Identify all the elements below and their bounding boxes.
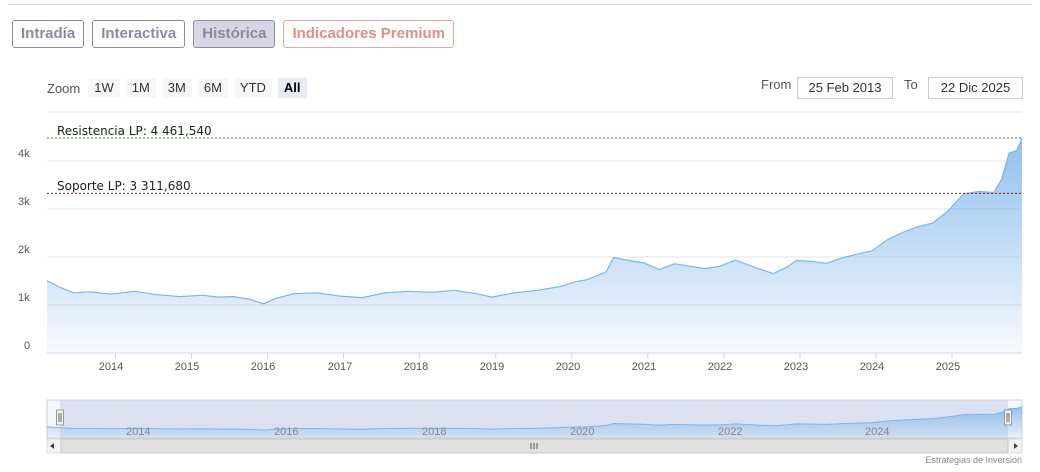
from-label: From: [761, 77, 792, 92]
navigator-area: [47, 406, 1022, 437]
x-tick-label: 2025: [935, 361, 961, 373]
zoom-1m-button[interactable]: 1M: [125, 78, 156, 98]
y-tick-label: 2k: [18, 244, 30, 256]
resistance-label: Resistencia LP: 4 461,540: [57, 124, 212, 138]
x-tick-label: 2014: [98, 361, 124, 373]
chart-mode-tabs: Intradía Interactiva Histórica Indicador…: [12, 20, 454, 48]
navigator-right-handle[interactable]: [1004, 409, 1012, 426]
top-divider: [8, 4, 1032, 5]
x-tick-label: 2019: [479, 361, 505, 373]
zoom-6m-button[interactable]: 6M: [197, 78, 228, 98]
x-tick-label: 2020: [555, 361, 581, 373]
y-tick-label: 1k: [18, 292, 30, 304]
to-date-input[interactable]: 22 Dic 2025: [928, 77, 1023, 99]
navigator-tick-label: 2020: [570, 426, 595, 438]
to-label: To: [904, 77, 918, 92]
navigator-tick-label: 2024: [865, 426, 890, 438]
y-tick-label: 4k: [18, 148, 30, 160]
x-axis-ticks: [114, 353, 953, 359]
support-label: Soporte LP: 3 311,680: [57, 179, 191, 193]
x-tick-label: 2023: [783, 361, 809, 373]
navigator-tick-label: 2022: [718, 426, 743, 438]
zoom-label: Zoom: [47, 80, 81, 96]
zoom-3m-button[interactable]: 3M: [161, 78, 192, 98]
price-series-line: [46, 137, 1023, 305]
navigator-tick-label: 2018: [422, 426, 447, 438]
chart-credit: Estrategias de Inversión: [925, 455, 1022, 465]
scroll-right-arrow-icon[interactable]: [1014, 443, 1018, 449]
x-tick-label: 2016: [250, 361, 276, 373]
x-tick-label: 2017: [327, 361, 353, 373]
navigator-left-handle[interactable]: [56, 409, 64, 426]
zoom-selector: Zoom 1W 1M 3M 6M YTD All: [47, 78, 313, 98]
y-tick-label: 3k: [18, 196, 30, 208]
from-date-input[interactable]: 25 Feb 2013: [797, 77, 893, 99]
x-tick-label: 2022: [707, 361, 733, 373]
navigator-tick-label: 2016: [274, 426, 299, 438]
x-tick-label: 2024: [859, 361, 885, 373]
tab-indicadores-premium[interactable]: Indicadores Premium: [283, 20, 454, 48]
scroll-left-arrow-icon[interactable]: [50, 443, 54, 449]
navigator-tick-label: 2014: [126, 426, 151, 438]
zoom-ytd-button[interactable]: YTD: [233, 78, 272, 98]
zoom-all-button[interactable]: All: [277, 78, 307, 98]
y-tick-label: 0: [24, 340, 31, 352]
price-area-fill: [47, 138, 1022, 353]
tab-intradia[interactable]: Intradía: [12, 20, 85, 48]
scrollbar-grip-icon: [530, 443, 538, 449]
navigator-line: [46, 406, 1023, 431]
tab-historica[interactable]: Histórica: [193, 20, 276, 48]
x-tick-label: 2015: [174, 361, 200, 373]
x-tick-label: 2018: [403, 361, 429, 373]
zoom-1w-button[interactable]: 1W: [88, 78, 120, 98]
tab-interactiva[interactable]: Interactiva: [92, 20, 186, 48]
x-tick-label: 2021: [631, 361, 657, 373]
